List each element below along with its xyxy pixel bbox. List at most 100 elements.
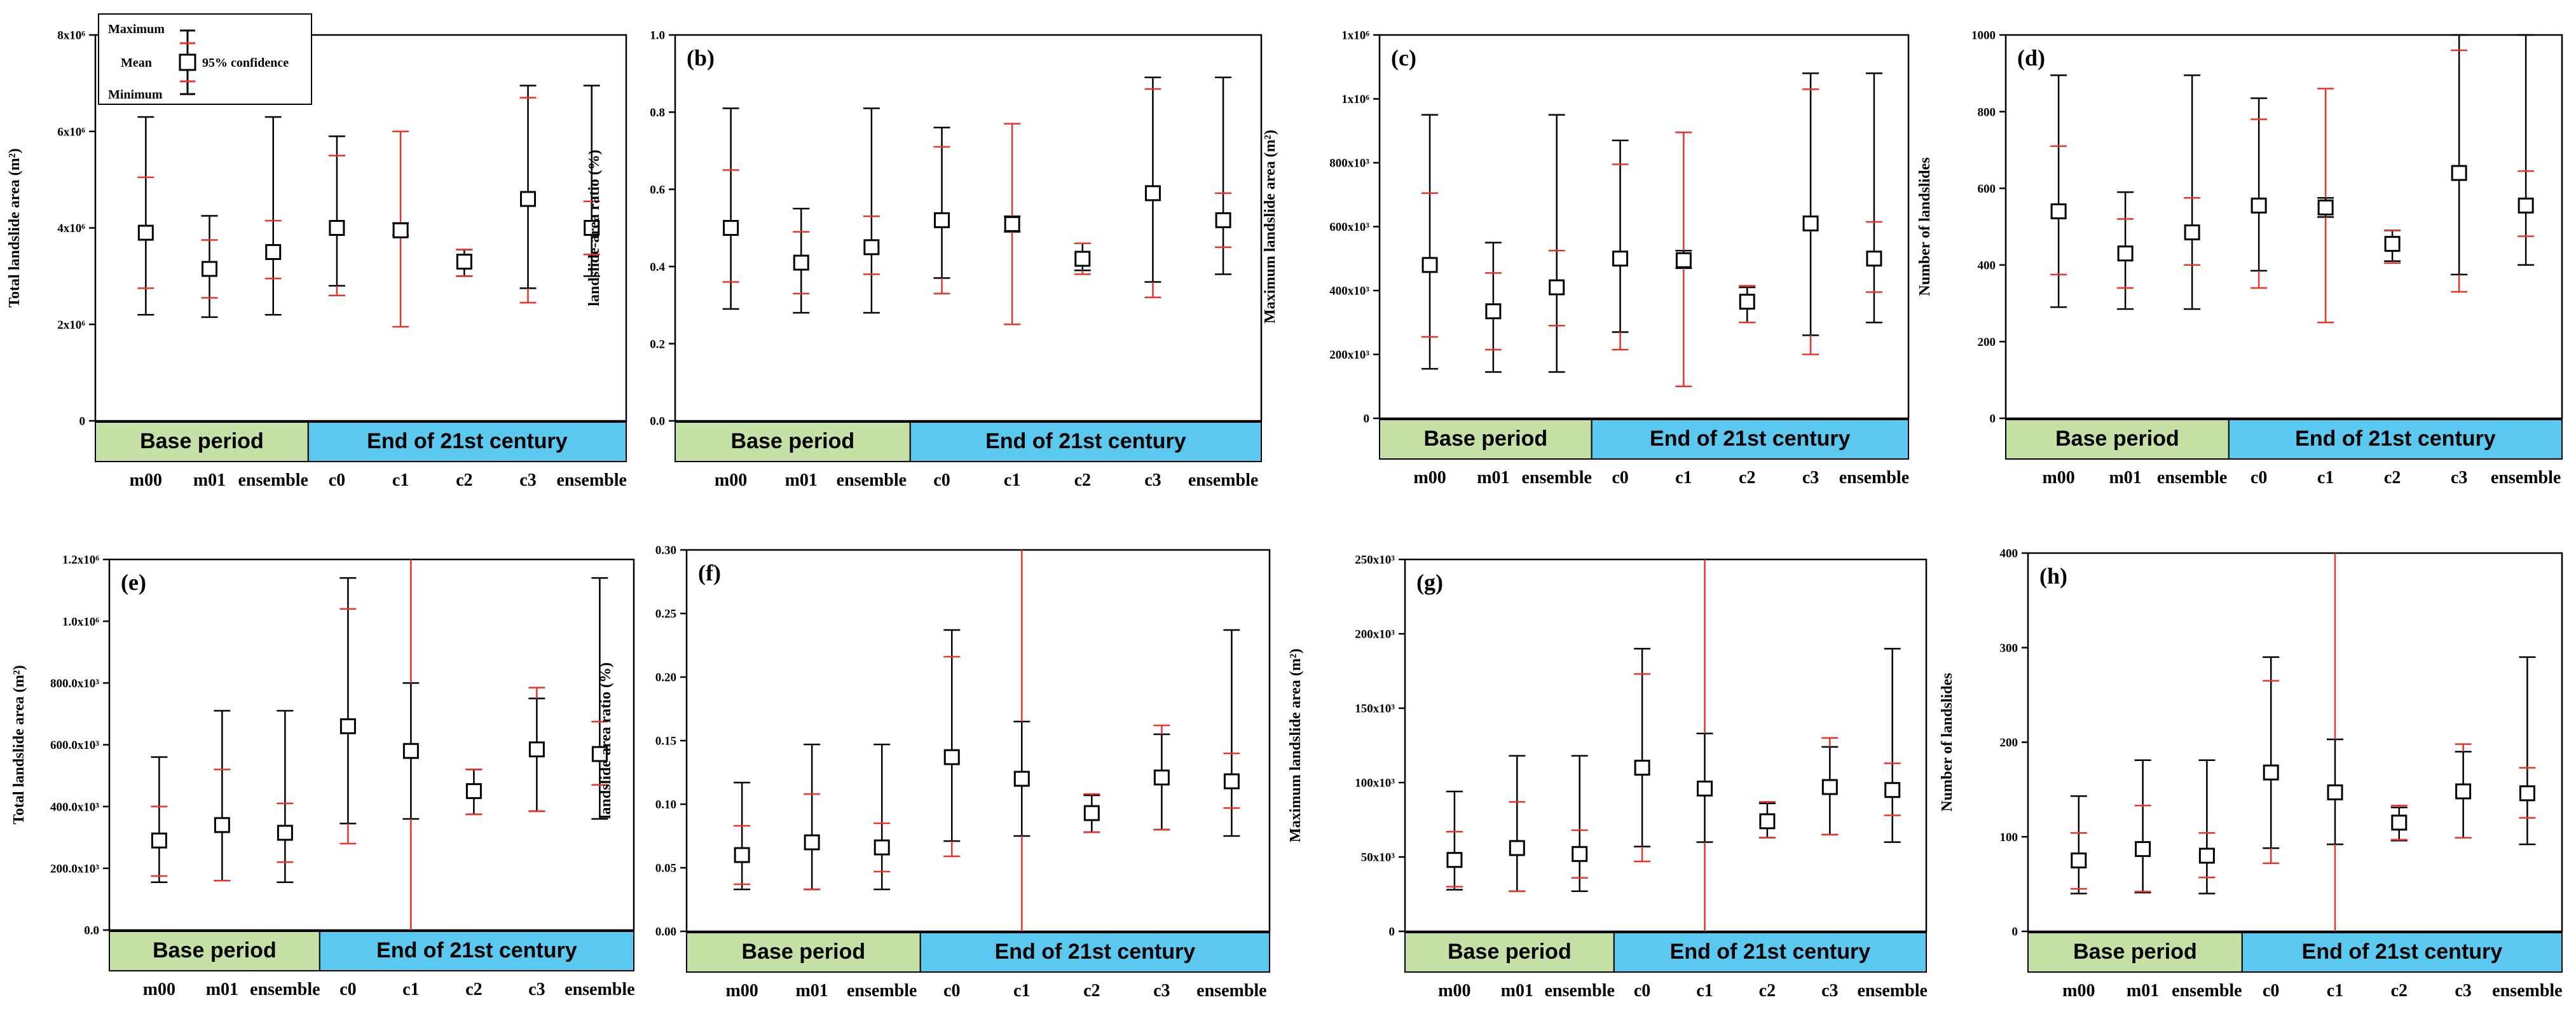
mean-marker [214,817,230,833]
category-label: ensemble [1196,981,1266,1001]
data-point-5 [1083,793,1100,833]
category-label: m00 [715,470,747,490]
data-point-5 [1758,801,1776,839]
mean-marker [2384,236,2401,252]
plot-frame [1378,34,1910,420]
group-band [909,421,1263,462]
data-point-1 [804,743,821,891]
y-tick-label: 300 [2000,641,2018,655]
mean-marker [2327,784,2343,800]
group-band-label: End of 21st century [376,938,577,963]
category-label: m00 [1413,468,1446,488]
category-label: c2 [1759,981,1776,1001]
mean-marker [1485,303,1502,320]
data-point-2 [2184,74,2201,310]
y-tick-label: 0.15 [655,735,676,748]
data-point-0 [137,116,154,316]
legend-box [98,13,312,105]
y-tick-label: 1.2x10⁶ [62,554,99,567]
mean-marker [465,783,482,799]
y-tick-label: 100 [2000,831,2018,844]
category-label: ensemble [238,470,308,490]
mean-marker [202,261,218,277]
category-label: c0 [1612,468,1628,488]
category-label: ensemble [1522,468,1592,488]
data-point-2 [2198,759,2216,894]
mean-marker [265,243,282,260]
data-point-2 [1571,755,1588,893]
y-tick-label: 0.20 [655,671,676,685]
y-tick-label: 1.0x10⁶ [62,615,99,629]
y-tick-label: 1.0 [650,29,665,43]
data-point-6 [1144,76,1161,299]
data-point-7 [583,85,600,277]
data-point-7 [2518,34,2535,266]
mean-marker [2518,197,2534,214]
panel-label: (c) [1391,45,1416,71]
category-label: c0 [1634,981,1650,1001]
mean-marker [1675,252,1692,268]
mean-marker [2117,245,2134,262]
panel-f: 0.00 0.05 0.10 0.15 0.20 0.25 0.30 landslide-ar… [598,544,1271,1001]
mean-marker [392,222,409,238]
category-label: m01 [193,470,226,490]
mean-marker [723,220,739,236]
y-tick-label: 0.6 [650,183,665,196]
mean-marker [1013,771,1030,787]
y-tick-label: 0.0 [84,924,99,938]
category-label: m01 [2109,468,2141,488]
category-label: ensemble [2492,981,2562,1001]
data-point-6 [1153,724,1170,831]
group-band [686,932,921,973]
mean-marker [1153,769,1170,786]
y-tick-label: 100x10³ [1355,777,1395,790]
panel-h: 0 100 200 300 400 Number of landslides (h) Base… [1939,547,2563,1001]
y-tick-label: 200x10³ [1329,348,1369,362]
mean-marker [2455,783,2472,800]
y-tick-label: 400x10³ [1329,285,1369,298]
category-label: m00 [725,981,758,1001]
plot-frame [674,34,1263,422]
category-label: c1 [1013,981,1030,1001]
y-tick-label: 200.0x10³ [50,862,99,875]
y-tick-label: 1x10⁶ [1341,93,1369,106]
y-tick-label: 0.8 [650,106,665,120]
group-band [2005,419,2230,460]
panels: 0 2x10⁶ 4x10⁶ 6x10⁶ 8x10⁶ Total landslide are… [6,29,2563,1001]
panel-label: (b) [687,45,715,71]
group-band-label: End of 21st century [985,429,1186,453]
mean-marker [1509,840,1525,856]
y-axis-label: Number of landslides [1939,673,1956,811]
category-label: c2 [1074,470,1091,490]
category-label: m01 [785,470,818,490]
data-point-3 [933,127,950,294]
legend-maximum: Maximum [108,22,165,36]
category-label: ensemble [565,980,634,999]
category-label: c3 [1144,470,1161,490]
group-band-label: End of 21st century [1650,427,1851,451]
group-band-label: Base period [140,429,264,453]
y-tick-label: 0 [1364,413,1370,426]
y-tick-label: 250x10³ [1355,554,1395,567]
panel-label: (g) [1416,570,1443,595]
y-tick-label: 0.05 [655,862,676,875]
mean-marker [863,239,880,256]
mean-marker [1866,250,1882,267]
category-label: c3 [1802,468,1819,488]
group-band [919,932,1271,973]
y-axis-label: Total landslide area (m²) [11,665,27,825]
data-point-1 [214,709,231,882]
group-band-label: Base period [1448,940,1572,964]
mean-marker [528,741,545,758]
plot-frame [2027,552,2563,933]
data-point-5 [465,769,483,816]
category-label: c2 [1739,468,1755,488]
category-label: m00 [2062,981,2095,1001]
mean-marker [2251,197,2267,214]
panel-e: 0.0 200.0x10³ 400.0x10³ 600.0x10³ 800.0x10³ 1… [11,554,635,999]
category-label: c1 [1004,470,1020,490]
category-label: m00 [143,980,175,999]
group-band [1613,932,1928,973]
category-label: ensemble [1544,981,1614,1001]
